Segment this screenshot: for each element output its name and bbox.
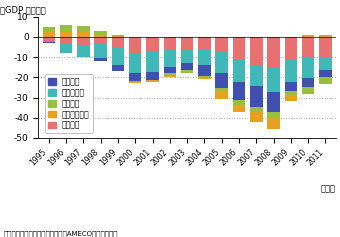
Bar: [181, 50, 193, 63]
Bar: [129, 53, 141, 73]
Bar: [319, 57, 332, 70]
Bar: [146, 72, 159, 80]
Bar: [216, 52, 228, 73]
Bar: [112, 36, 124, 37]
Bar: [77, 26, 90, 31]
Bar: [95, 35, 107, 37]
Bar: [302, 87, 314, 94]
Bar: [302, 35, 314, 37]
Bar: [77, 31, 90, 37]
Bar: [302, 37, 314, 57]
Bar: [267, 67, 280, 92]
Bar: [198, 37, 211, 49]
Bar: [216, 73, 228, 88]
Bar: [95, 31, 107, 35]
Bar: [42, 42, 55, 43]
Bar: [164, 73, 176, 75]
Bar: [267, 112, 280, 118]
Bar: [285, 59, 297, 82]
Legend: スペイン, ポルトガル, イタリア, アイルランド, ギリシャ: スペイン, ポルトガル, イタリア, アイルランド, ギリシャ: [45, 74, 93, 133]
Bar: [42, 27, 55, 32]
Bar: [267, 118, 280, 129]
Bar: [285, 82, 297, 91]
Bar: [267, 92, 280, 112]
Bar: [302, 57, 314, 77]
Bar: [216, 37, 228, 52]
Bar: [267, 37, 280, 67]
Bar: [319, 77, 332, 84]
Bar: [164, 75, 176, 77]
Bar: [198, 76, 211, 78]
Text: （GDP 比、％）: （GDP 比、％）: [0, 5, 46, 14]
Bar: [198, 49, 211, 65]
Bar: [216, 88, 228, 91]
Bar: [95, 37, 107, 44]
Bar: [285, 95, 297, 101]
Bar: [233, 100, 245, 105]
Bar: [319, 37, 332, 57]
Bar: [181, 37, 193, 50]
Bar: [285, 91, 297, 95]
Bar: [250, 107, 262, 111]
Bar: [250, 37, 262, 66]
Bar: [302, 77, 314, 87]
Bar: [42, 37, 55, 42]
Bar: [181, 63, 193, 70]
Bar: [77, 37, 90, 45]
Bar: [129, 82, 141, 83]
Bar: [112, 35, 124, 36]
Bar: [233, 60, 245, 82]
Bar: [95, 58, 107, 61]
Bar: [233, 105, 245, 112]
Bar: [198, 78, 211, 79]
Bar: [250, 111, 262, 122]
Bar: [60, 45, 72, 53]
Bar: [285, 37, 297, 59]
Bar: [112, 37, 124, 48]
Bar: [146, 51, 159, 72]
Bar: [146, 37, 159, 51]
Text: 資料：欧州委員会データベース（AMECO）から作成。: 資料：欧州委員会データベース（AMECO）から作成。: [3, 230, 118, 237]
Bar: [60, 32, 72, 37]
Bar: [60, 26, 72, 32]
Bar: [42, 32, 55, 37]
Bar: [112, 48, 124, 65]
Bar: [146, 80, 159, 82]
Bar: [233, 82, 245, 100]
Bar: [129, 81, 141, 82]
Bar: [164, 67, 176, 73]
Bar: [164, 37, 176, 50]
Bar: [216, 91, 228, 99]
Bar: [95, 44, 107, 58]
Bar: [319, 70, 332, 77]
Bar: [198, 65, 211, 76]
Bar: [129, 37, 141, 53]
Bar: [181, 70, 193, 73]
Bar: [319, 35, 332, 37]
Bar: [250, 66, 262, 87]
Text: （年）: （年）: [321, 184, 336, 193]
Bar: [129, 73, 141, 81]
Bar: [164, 50, 176, 67]
Bar: [250, 87, 262, 107]
Bar: [233, 37, 245, 60]
Bar: [77, 45, 90, 57]
Bar: [60, 37, 72, 45]
Bar: [112, 65, 124, 71]
